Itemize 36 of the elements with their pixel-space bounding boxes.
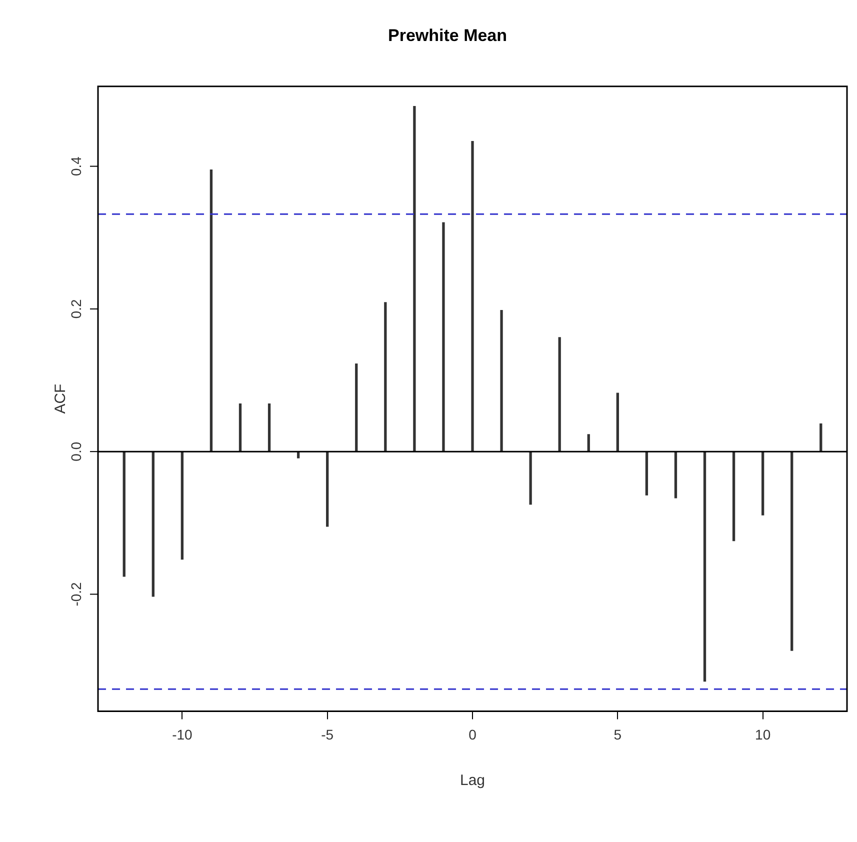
bar bbox=[471, 140, 474, 452]
y-tick-label: 0.2 bbox=[68, 298, 84, 319]
bar bbox=[732, 451, 736, 542]
bar bbox=[761, 451, 764, 516]
bar bbox=[442, 222, 445, 452]
bar bbox=[674, 451, 678, 498]
bar bbox=[558, 337, 561, 452]
x-tick-label: 10 bbox=[755, 726, 771, 742]
bar bbox=[790, 451, 794, 651]
bar bbox=[703, 451, 706, 682]
bar bbox=[616, 392, 619, 452]
y-tick-label: -0.2 bbox=[68, 582, 84, 606]
bar bbox=[210, 170, 213, 452]
y-tick-label: 0.0 bbox=[68, 442, 84, 462]
x-axis-title: Lag bbox=[460, 772, 486, 790]
bar bbox=[529, 451, 532, 505]
bar bbox=[180, 451, 184, 560]
bar bbox=[355, 364, 358, 452]
bar bbox=[500, 310, 503, 452]
bar bbox=[645, 451, 648, 496]
bar bbox=[122, 451, 126, 577]
x-tick-label: 5 bbox=[614, 726, 622, 742]
bar bbox=[238, 403, 242, 452]
bar bbox=[326, 451, 329, 527]
y-axis-title: ACF bbox=[52, 384, 70, 414]
chart-title: Prewhite Mean bbox=[388, 26, 508, 45]
y-tick-label: 0.4 bbox=[68, 156, 84, 176]
bar bbox=[413, 106, 416, 452]
bar bbox=[152, 451, 154, 597]
x-tick-label: -5 bbox=[321, 726, 334, 742]
bar bbox=[587, 434, 590, 452]
bar bbox=[268, 403, 271, 452]
x-tick-label: -10 bbox=[172, 726, 193, 742]
bar bbox=[820, 423, 822, 452]
x-tick-label: 0 bbox=[468, 726, 477, 742]
bar bbox=[384, 302, 387, 452]
